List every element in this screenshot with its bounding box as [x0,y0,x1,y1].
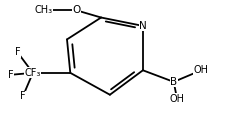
Text: B: B [170,77,177,87]
Text: OH: OH [170,94,185,104]
Text: N: N [139,21,147,31]
Text: OH: OH [194,65,209,75]
Text: CH₃: CH₃ [35,5,53,15]
Text: F: F [15,47,20,57]
Text: F: F [8,70,14,80]
Text: CF₃: CF₃ [25,68,41,78]
Text: O: O [73,5,81,15]
Text: F: F [20,91,26,101]
